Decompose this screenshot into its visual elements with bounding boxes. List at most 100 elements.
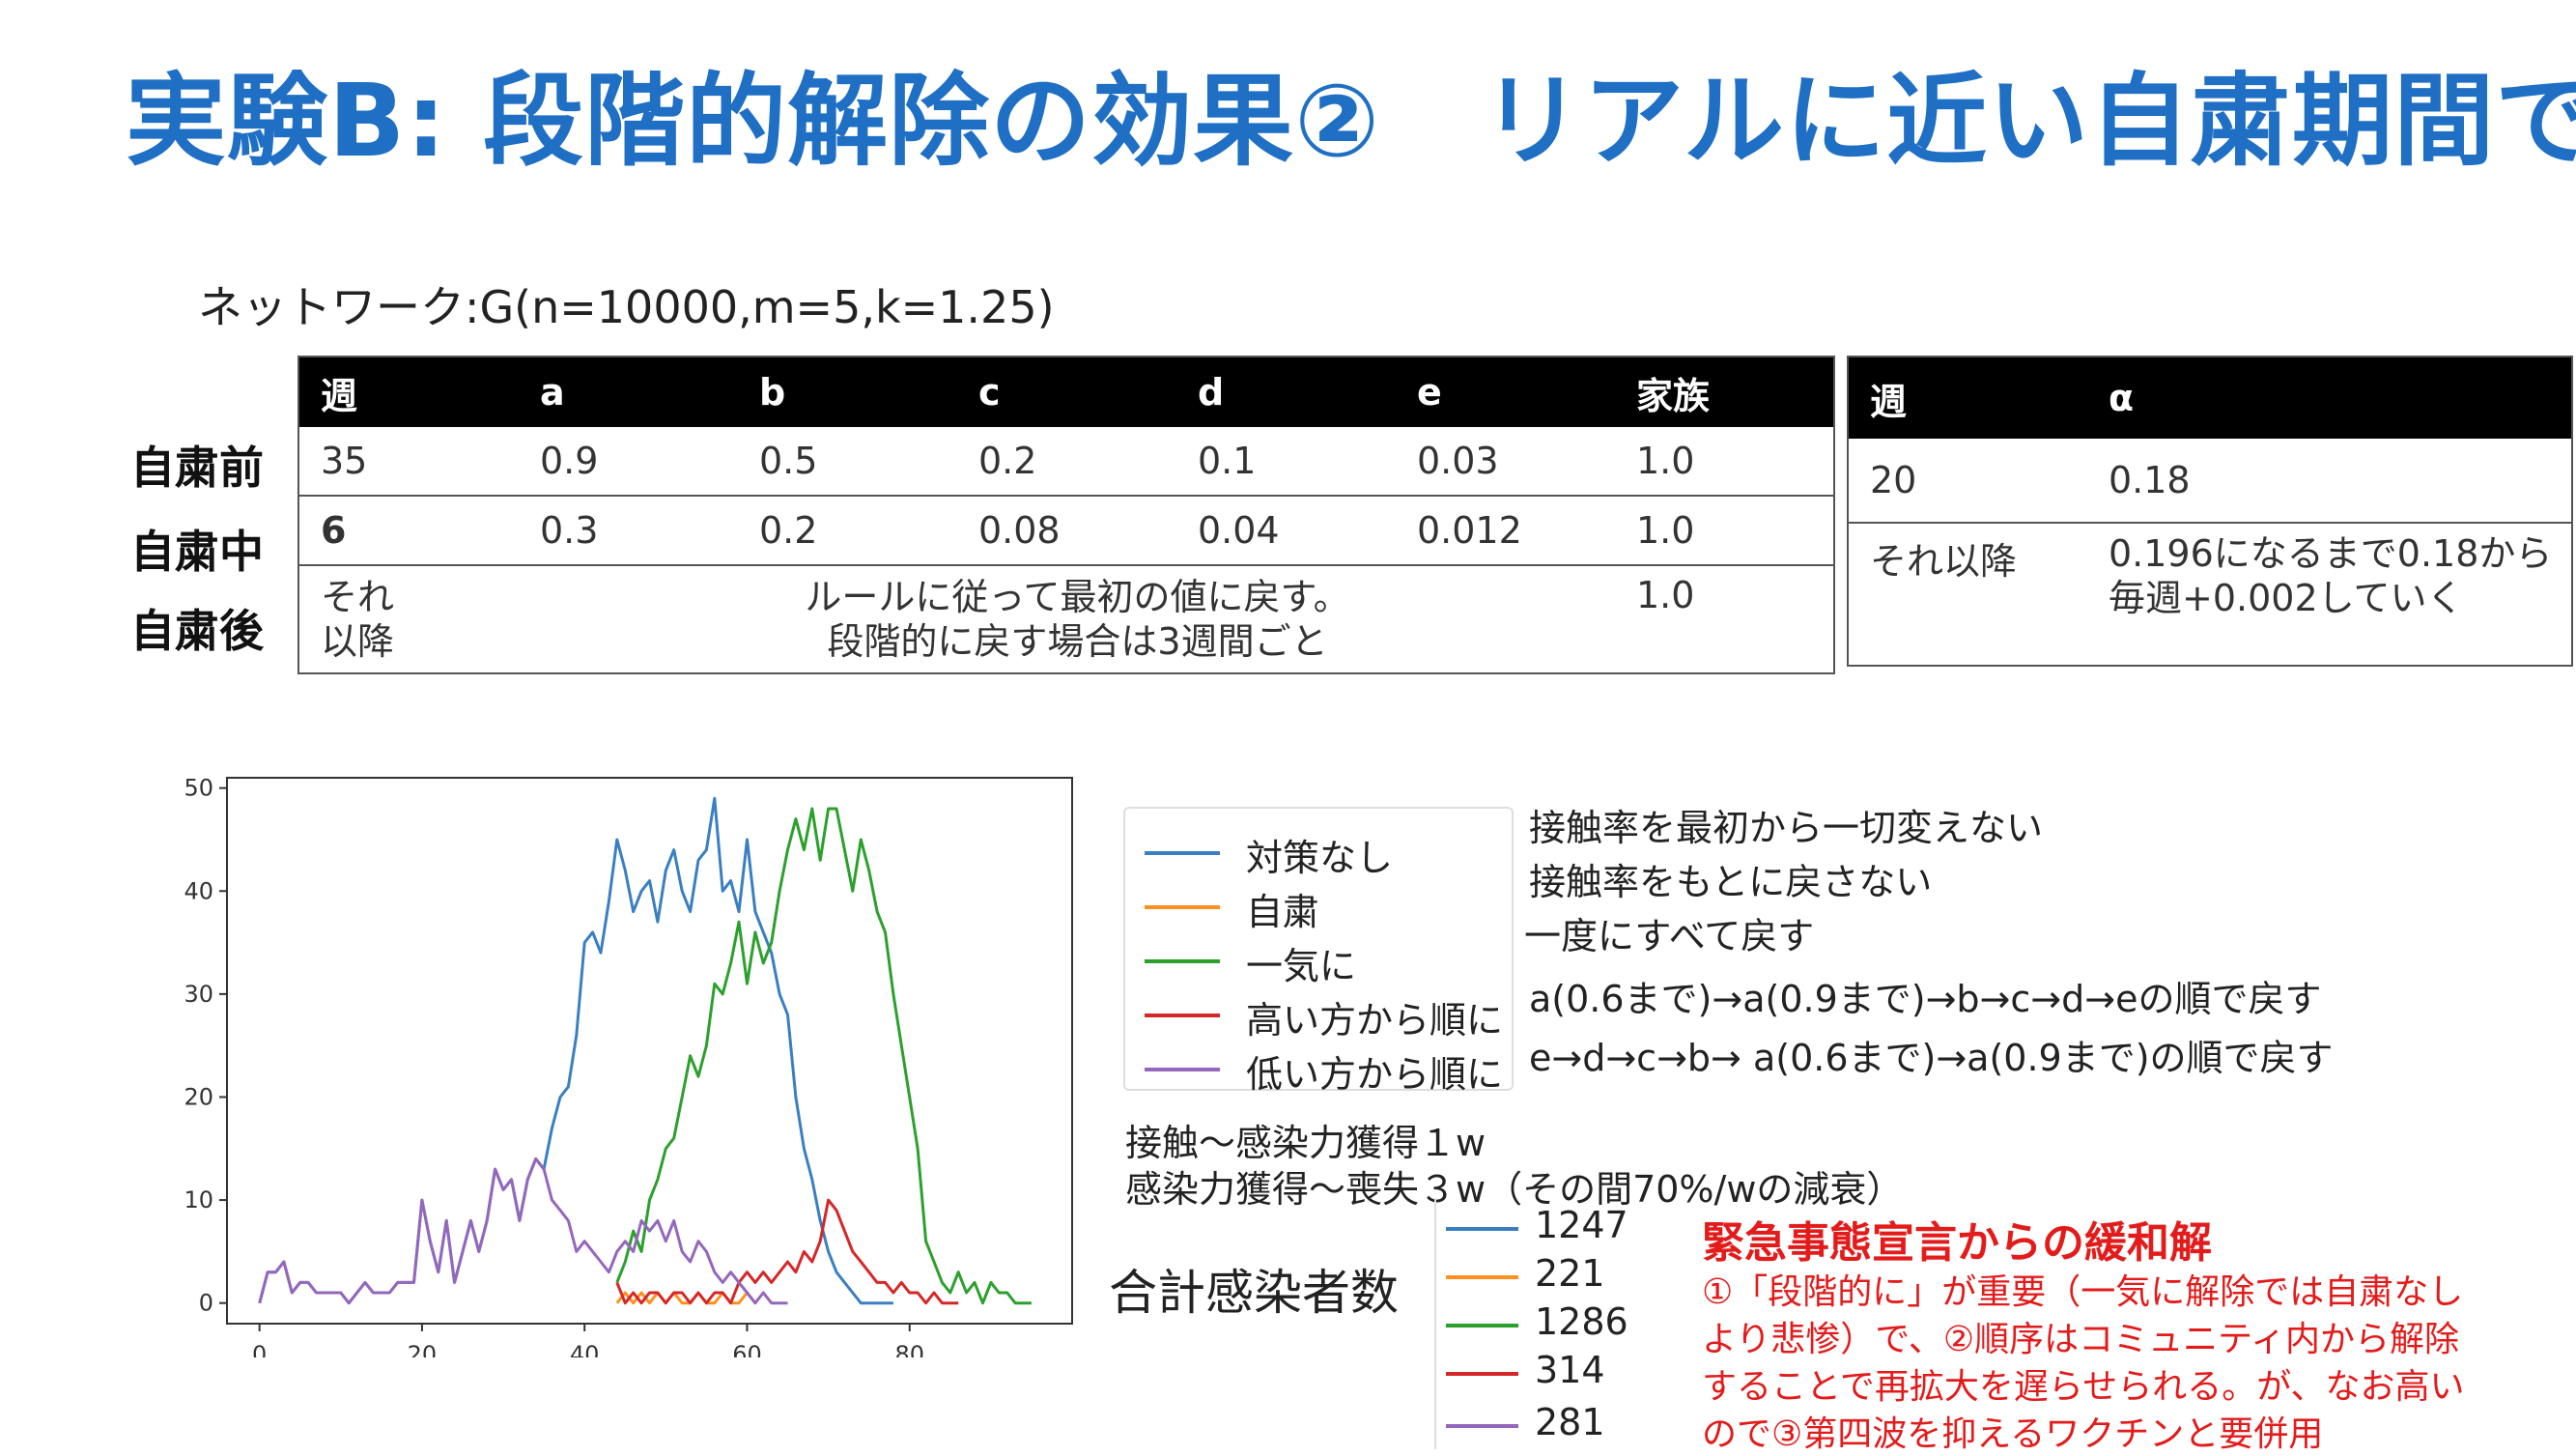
cell: 0.9 bbox=[519, 427, 738, 497]
row-label-after: 自粛後 bbox=[130, 605, 264, 657]
cell-line: それ bbox=[321, 576, 395, 618]
total-swatch-0 bbox=[1446, 1227, 1518, 1231]
legend-label: 対策なし bbox=[1246, 837, 1394, 879]
legend-description: e→d→c→b→ a(0.6まで)→a(0.9まで)の順で戻す bbox=[1529, 1037, 2334, 1079]
cell: 20 bbox=[1848, 439, 2087, 524]
series-line-2 bbox=[615, 807, 1032, 1305]
series-line-4 bbox=[258, 1156, 788, 1305]
cell: 0.2 bbox=[957, 427, 1176, 497]
cell-line: 0.196になるまで0.18から bbox=[2109, 532, 2553, 575]
header-b: b bbox=[738, 357, 957, 427]
total-swatch-1 bbox=[1446, 1275, 1518, 1279]
cell: 0.18 bbox=[2087, 439, 2572, 524]
legend-description: 接触率をもとに戻さない bbox=[1529, 861, 1933, 903]
cell-rule-note: ルールに従って最初の値に戻す。 段階的に戻す場合は3週間ごと bbox=[519, 565, 1615, 674]
cell: 1.0 bbox=[1615, 427, 1834, 497]
legend-item: 高い方から順に bbox=[1125, 990, 1512, 1042]
header-c: c bbox=[957, 357, 1176, 427]
cell: 35 bbox=[298, 427, 519, 497]
cell-line: 以降 bbox=[321, 620, 395, 663]
legend-item: 一気に bbox=[1125, 936, 1512, 987]
timing-note: 感染力獲得～喪失３w（その間70%/wの減衰） bbox=[1125, 1168, 1904, 1211]
total-value: 281 bbox=[1535, 1401, 1605, 1443]
y-tick-label: 20 bbox=[184, 1083, 213, 1110]
cell-alpha-rule: 0.196になるまで0.18から 毎週+0.002していく bbox=[2087, 523, 2572, 667]
header-alpha: α bbox=[2087, 357, 2572, 439]
legend-swatch-1 bbox=[1145, 905, 1220, 909]
table-row: それ以降 0.196になるまで0.18から 毎週+0.002していく bbox=[1848, 523, 2572, 667]
x-tick-label: 0 bbox=[252, 1341, 267, 1357]
total-value: 314 bbox=[1535, 1349, 1605, 1391]
header-a: a bbox=[519, 357, 738, 427]
remark-line: ①「段階的に」が重要（一気に解除では自粛なし bbox=[1702, 1272, 2464, 1312]
series-line-3 bbox=[615, 1198, 959, 1305]
legend-label: 高い方から順に bbox=[1246, 999, 1504, 1042]
cell: 1.0 bbox=[1615, 496, 1834, 566]
header-d: d bbox=[1176, 357, 1396, 427]
cell: 0.012 bbox=[1396, 496, 1615, 566]
row-label-before: 自粛前 bbox=[130, 442, 264, 494]
row-label-during: 自粛中 bbox=[130, 526, 264, 578]
total-value: 1286 bbox=[1535, 1300, 1628, 1343]
cell: 0.08 bbox=[957, 496, 1176, 566]
total-item: 314 bbox=[1436, 1349, 1629, 1397]
plot-area bbox=[226, 777, 1073, 1325]
infection-line-chart: 0 20 40 60 80 0 10 20 30 40 50 bbox=[184, 775, 1073, 1357]
cell-line: 段階的に戻す場合は3週間ごと bbox=[827, 620, 1328, 663]
total-swatch-3 bbox=[1446, 1372, 1518, 1376]
table-row: 20 0.18 bbox=[1848, 439, 2572, 524]
table-header-row: 週 α bbox=[1848, 357, 2572, 439]
legend-description: a(0.6まで)→a(0.9まで)→b→c→d→eの順で戻す bbox=[1529, 978, 2322, 1020]
legend-item: 自粛 bbox=[1125, 882, 1512, 933]
table-row: 6 0.3 0.2 0.08 0.04 0.012 1.0 bbox=[298, 496, 1834, 566]
total-swatch-2 bbox=[1446, 1324, 1518, 1328]
page-title: 実験B: 段階的解除の効果② リアルに近い自粛期間で bbox=[126, 62, 2576, 180]
y-tick-label: 0 bbox=[199, 1290, 213, 1317]
cell: それ以降 bbox=[1848, 523, 2087, 667]
alpha-table: 週 α 20 0.18 それ以降 0.196になるまで0.18から 毎週+0.0… bbox=[1847, 356, 2573, 667]
legend-label: 一気に bbox=[1246, 945, 1357, 987]
x-tick-label: 80 bbox=[894, 1341, 924, 1357]
cell-highlight: 6 bbox=[298, 496, 519, 566]
y-tick-label: 50 bbox=[184, 775, 213, 802]
legend-label: 自粛 bbox=[1246, 891, 1320, 933]
total-item: 281 bbox=[1436, 1401, 1629, 1449]
network-label: ネットワーク:G(n=10000,m=5,k=1.25) bbox=[198, 281, 1055, 333]
y-tick-label: 30 bbox=[184, 981, 213, 1008]
table-header-row: 週 a b c d e 家族 bbox=[298, 357, 1834, 427]
remark-line: より悲惨）で、②順序はコミュニティ内から解除 bbox=[1702, 1320, 2459, 1359]
cell-line: ルールに従って最初の値に戻す。 bbox=[805, 576, 1350, 618]
legend-item: 低い方から順に bbox=[1125, 1044, 1512, 1096]
chart-legend: 対策なし 自粛 一気に 高い方から順に 低い方から順に bbox=[1123, 807, 1514, 1096]
cell: 0.1 bbox=[1176, 427, 1396, 497]
y-tick-label: 10 bbox=[184, 1186, 213, 1213]
cell: 0.2 bbox=[738, 496, 957, 566]
x-tick-label: 40 bbox=[570, 1341, 600, 1357]
header-e: e bbox=[1396, 357, 1615, 427]
legend-swatch-4 bbox=[1145, 1068, 1220, 1071]
table-row: 35 0.9 0.5 0.2 0.1 0.03 1.0 bbox=[298, 427, 1834, 497]
cell-week-after: それ 以降 bbox=[298, 565, 519, 674]
legend-description: 接触率を最初から一切変えない bbox=[1529, 807, 2044, 849]
total-infected-label: 合計感染者数 bbox=[1109, 1265, 1399, 1321]
totals-legend: 1247 221 1286 314 281 bbox=[1434, 1198, 1629, 1449]
total-value: 1247 bbox=[1535, 1204, 1628, 1246]
x-tick-label: 60 bbox=[732, 1341, 762, 1357]
total-value: 221 bbox=[1535, 1252, 1605, 1295]
x-tick-label: 20 bbox=[408, 1341, 438, 1357]
header-family: 家族 bbox=[1615, 357, 1834, 427]
table-row: それ 以降 ルールに従って最初の値に戻す。 段階的に戻す場合は3週間ごと 1.0 bbox=[298, 565, 1834, 674]
legend-swatch-3 bbox=[1145, 1013, 1220, 1017]
header-week: 週 bbox=[1848, 357, 2087, 439]
header-week: 週 bbox=[298, 357, 519, 427]
remark-title: 緊急事態宣言からの緩和解 bbox=[1702, 1218, 2212, 1268]
legend-swatch-0 bbox=[1145, 851, 1220, 855]
remark-line: ので③第四波を抑えるワクチンと要併用 bbox=[1702, 1414, 2324, 1454]
timing-note: 接触～感染力獲得１w bbox=[1125, 1122, 1486, 1164]
remark-line: することで再拡大を遅らせられる。が、なお高い bbox=[1702, 1367, 2465, 1407]
total-item: 1247 bbox=[1436, 1204, 1629, 1252]
y-tick-label: 40 bbox=[184, 877, 213, 904]
legend-swatch-2 bbox=[1145, 959, 1220, 963]
legend-label: 低い方から順に bbox=[1246, 1053, 1504, 1096]
cell: 0.5 bbox=[738, 427, 957, 497]
